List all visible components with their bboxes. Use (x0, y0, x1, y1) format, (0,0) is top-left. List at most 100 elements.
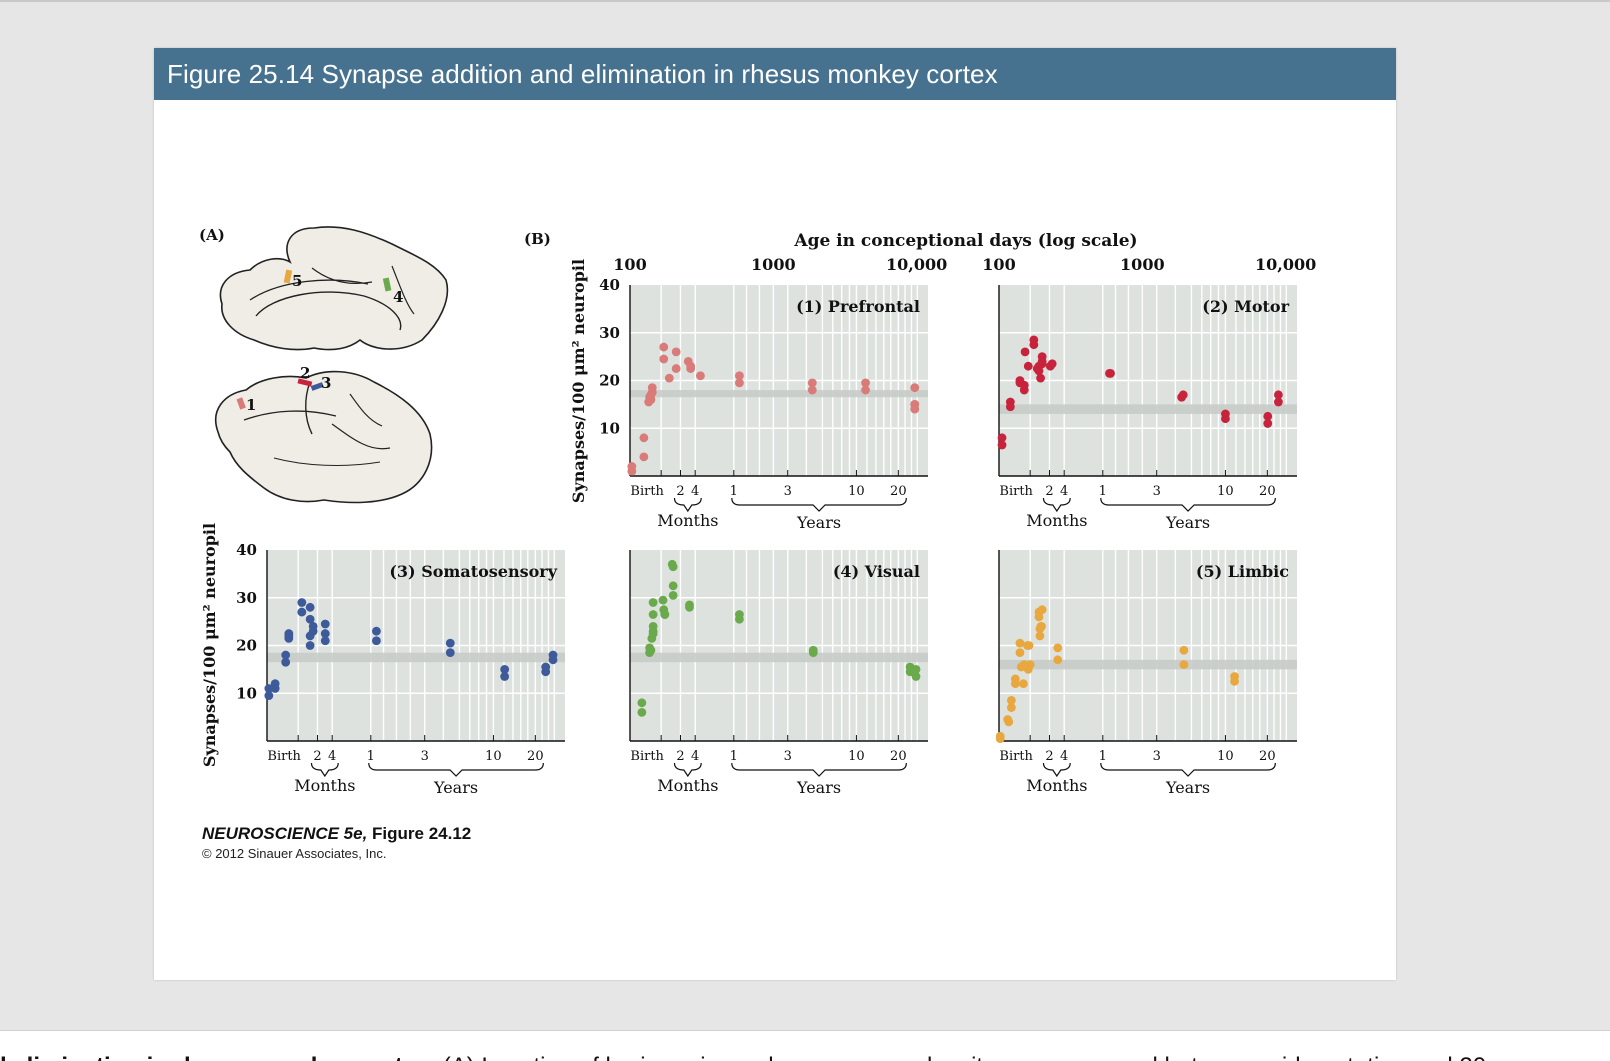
x-tick-label: 10 (848, 484, 865, 499)
credit-title: NEUROSCIENCE 5e, Figure 24.12 (202, 824, 471, 844)
data-point (911, 664, 921, 674)
brain-diagram: 5 4 1 23 (214, 226, 449, 504)
data-point (1010, 679, 1020, 689)
panel-5: Birth 2 4 1 3 10 20 Months Years (5) Limbic (995, 550, 1297, 797)
y-tick-label: 30 (599, 324, 620, 342)
y-tick-label: 40 (599, 276, 620, 294)
region-3-marker (310, 382, 324, 391)
data-point (1006, 696, 1016, 705)
data-point (639, 433, 649, 443)
data-point (735, 614, 744, 624)
data-point (305, 641, 315, 650)
adult-range-band (630, 652, 928, 663)
data-point (1015, 638, 1025, 648)
data-point (1037, 622, 1046, 631)
data-point (1230, 676, 1239, 686)
central-sulcus (305, 381, 313, 435)
data-point (305, 602, 315, 612)
data-point (548, 655, 558, 665)
caption-rest: (A) Location of brain regions where syna… (436, 1053, 1486, 1061)
x-tick-label: 20 (527, 749, 544, 764)
top-rule (0, 0, 1610, 2)
data-point (1034, 612, 1044, 622)
years-brace (1100, 762, 1276, 777)
x-tick-label: 20 (890, 484, 907, 499)
x-tick-label: 10 (848, 749, 865, 764)
x-tick-label: 2 (1045, 749, 1053, 764)
data-point (372, 626, 381, 636)
data-point (1020, 347, 1030, 357)
data-point (1179, 660, 1189, 669)
data-point (1015, 648, 1025, 658)
credit-title-rest: Figure 24.12 (367, 824, 472, 843)
x-tick-label: 1 (730, 484, 738, 499)
intraparietal-sulcus (349, 393, 383, 427)
data-point (1106, 368, 1115, 378)
data-point (1004, 717, 1014, 727)
data-point (807, 378, 817, 388)
data-point (297, 598, 307, 607)
top-axis-tick: 1000 (751, 255, 796, 274)
data-point (807, 385, 817, 395)
lateral-hemisphere (214, 370, 433, 504)
years-label: Years (796, 513, 841, 532)
data-point (861, 378, 870, 388)
data-point (808, 648, 818, 658)
caption-bold: d elimination in rhesus monkey cortex. (0, 1053, 436, 1061)
data-point (1025, 660, 1035, 669)
months-brace (310, 762, 339, 778)
slide: Figure 25.14 Synapse addition and elimin… (154, 48, 1396, 980)
x-tick-label: 10 (485, 749, 502, 764)
data-point (659, 354, 669, 364)
x-tick-label: 4 (691, 484, 699, 499)
months-label: Months (657, 776, 718, 795)
data-point (1178, 390, 1188, 400)
y-axis-title-b: Synapses/100 μm² neuropil (569, 259, 588, 503)
data-point (646, 645, 656, 655)
panel-4: Birth 2 4 1 3 10 20 Months Years (4) Visual (629, 550, 928, 797)
data-point (627, 466, 637, 476)
x-tick-label: 10 (1217, 749, 1234, 764)
data-point (1035, 631, 1045, 641)
data-point (281, 657, 291, 667)
data-point (648, 610, 658, 619)
data-point (1037, 605, 1047, 615)
sulcus (391, 265, 415, 315)
data-point (735, 371, 744, 381)
data-point (320, 619, 330, 629)
y-tick-label: 10 (236, 684, 257, 702)
top-axis-tick: 10,000 (1255, 255, 1316, 274)
x-tick-label: 2 (313, 749, 321, 764)
credit-title-italic: NEUROSCIENCE 5e, (202, 824, 368, 843)
years-brace (1100, 497, 1276, 512)
panel-title: (3) Somatosensory (389, 562, 557, 581)
figure-labels: 100 1000 10,000 100 1000 10,000 Age in concept… (199, 226, 1316, 767)
adult-range-band (999, 404, 1297, 414)
region-4-marker (382, 277, 392, 292)
region-5-label: 5 (292, 272, 302, 290)
x-tick-label: 3 (784, 484, 792, 499)
data-point (1029, 340, 1039, 350)
months-label: Months (1026, 776, 1087, 795)
years-label: Years (1165, 778, 1210, 797)
x-tick-label: Birth (999, 749, 1033, 764)
data-point (372, 636, 381, 646)
months-brace (673, 497, 702, 513)
data-point (995, 734, 1005, 744)
data-point (910, 383, 920, 393)
region-5-marker (283, 269, 293, 284)
x-tick-label: 2 (1045, 484, 1053, 499)
x-tick-label: 3 (784, 749, 792, 764)
panel-2: Birth 2 4 1 3 10 20 Months Years (2) Motor (997, 285, 1297, 532)
x-tick-label: 1 (730, 749, 738, 764)
y-axis-title-c: Synapses/100 μm² neuropil (200, 523, 219, 767)
data-point (1019, 679, 1028, 689)
data-point (1023, 361, 1033, 371)
y-tick-label: 10 (599, 419, 620, 437)
cingulate-sulcus (249, 279, 369, 301)
x-tick-label: 3 (1153, 749, 1161, 764)
data-point (500, 664, 510, 674)
data-point (1221, 414, 1230, 424)
x-tick-label: 1 (1099, 749, 1107, 764)
